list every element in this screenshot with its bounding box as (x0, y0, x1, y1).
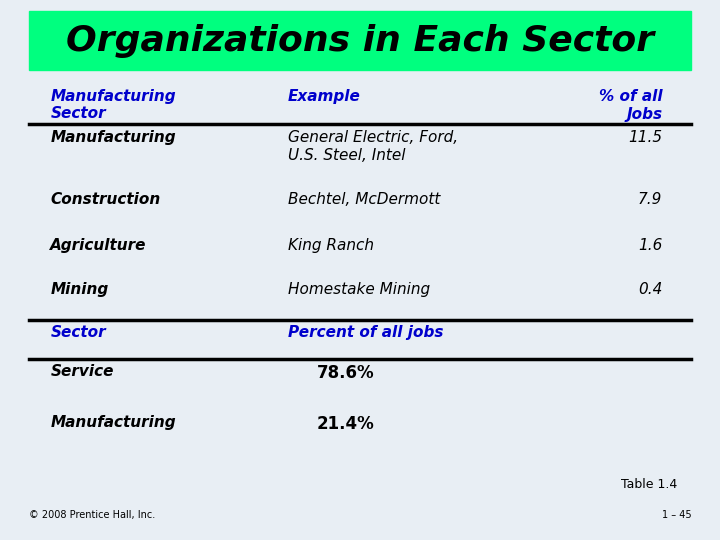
Text: Bechtel, McDermott: Bechtel, McDermott (288, 192, 441, 207)
Text: Manufacturing
Sector: Manufacturing Sector (50, 89, 176, 122)
Text: Example: Example (288, 89, 361, 104)
Text: Sector: Sector (50, 325, 106, 340)
Text: Construction: Construction (50, 192, 161, 207)
Text: 11.5: 11.5 (629, 130, 662, 145)
Text: % of all
Jobs: % of all Jobs (599, 89, 662, 122)
Text: Table 1.4: Table 1.4 (621, 478, 677, 491)
Text: 78.6%: 78.6% (317, 364, 374, 382)
Text: 0.4: 0.4 (638, 282, 662, 298)
Text: Mining: Mining (50, 282, 109, 298)
Text: 7.9: 7.9 (638, 192, 662, 207)
Text: Service: Service (50, 364, 114, 379)
Text: 21.4%: 21.4% (317, 415, 374, 433)
Text: © 2008 Prentice Hall, Inc.: © 2008 Prentice Hall, Inc. (29, 510, 155, 521)
Text: General Electric, Ford,
U.S. Steel, Intel: General Electric, Ford, U.S. Steel, Inte… (288, 130, 458, 163)
FancyBboxPatch shape (29, 11, 691, 70)
Text: King Ranch: King Ranch (288, 238, 374, 253)
Text: Homestake Mining: Homestake Mining (288, 282, 430, 298)
Text: 1 – 45: 1 – 45 (662, 510, 691, 521)
Text: Manufacturing: Manufacturing (50, 415, 176, 430)
Text: Percent of all jobs: Percent of all jobs (288, 325, 444, 340)
Text: Agriculture: Agriculture (50, 238, 147, 253)
Text: 1.6: 1.6 (638, 238, 662, 253)
Text: Organizations in Each Sector: Organizations in Each Sector (66, 24, 654, 57)
Text: Manufacturing: Manufacturing (50, 130, 176, 145)
